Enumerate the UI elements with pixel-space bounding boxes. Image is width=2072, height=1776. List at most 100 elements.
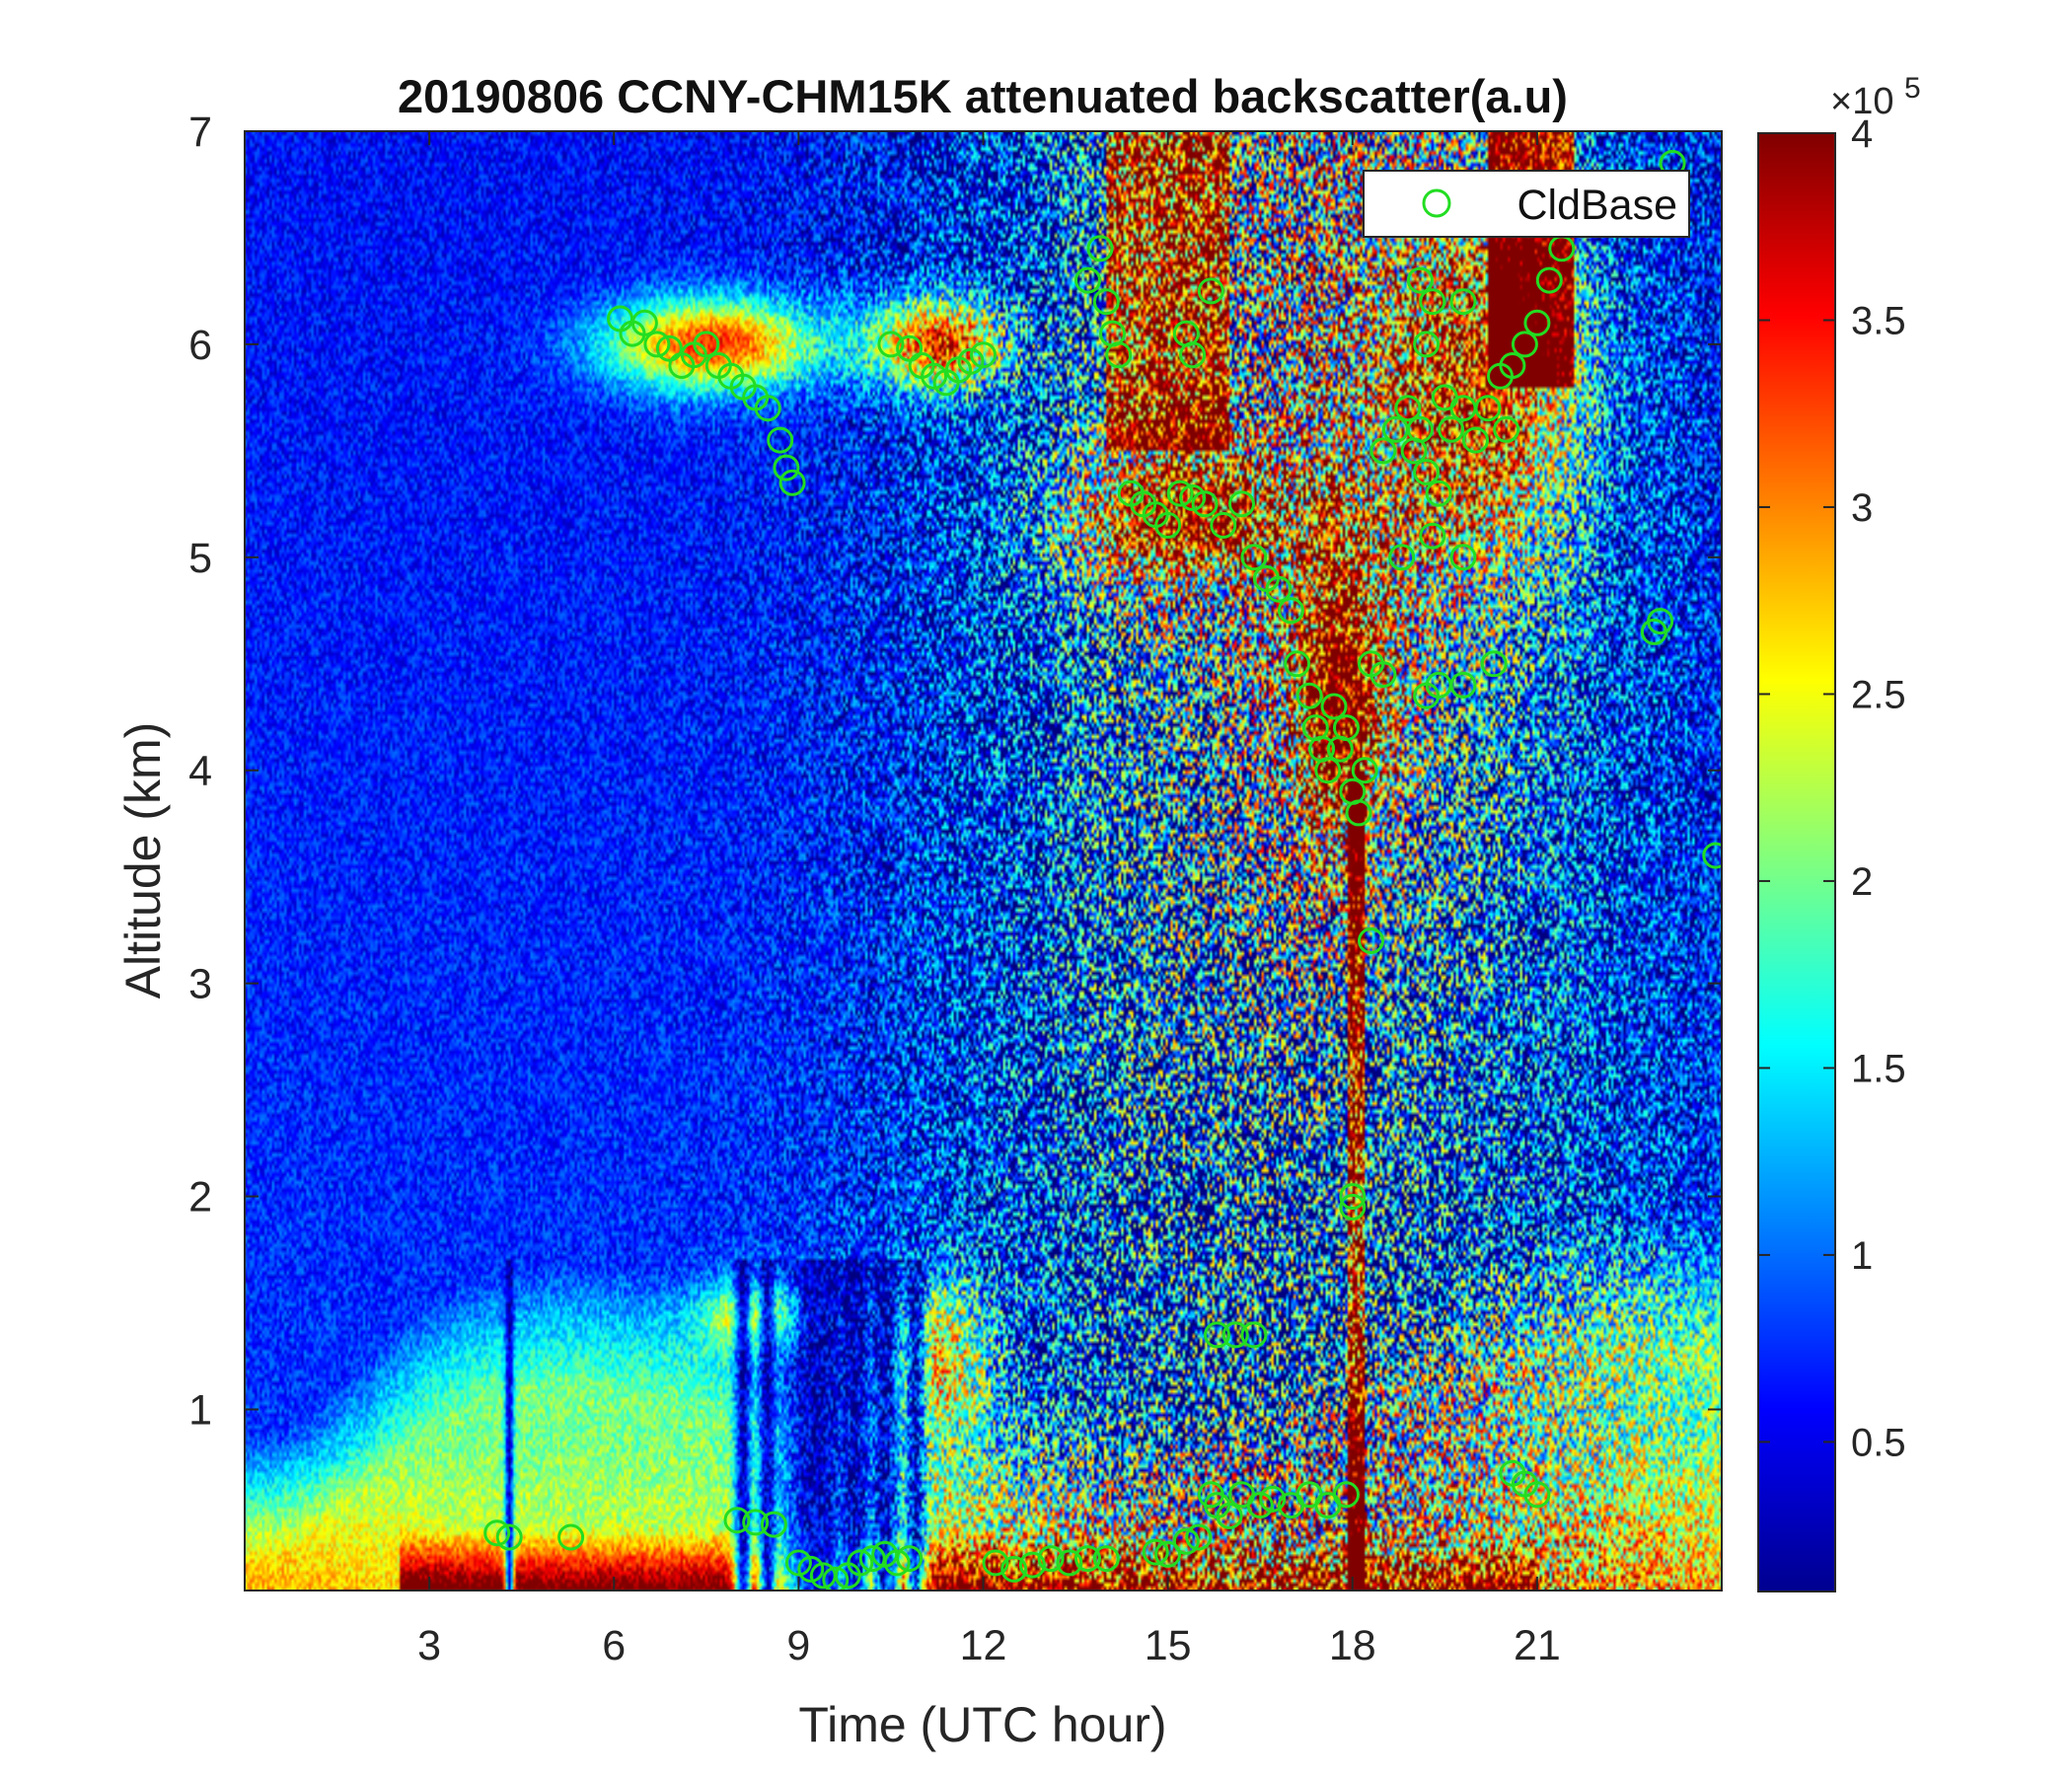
cldbase-point-7 (655, 334, 683, 362)
cldbase-point-16 (767, 426, 794, 454)
x-tick-label-12: 12 (960, 1622, 1007, 1669)
y-tick-label-6: 6 (188, 322, 212, 369)
cldbase-point-64 (1240, 544, 1268, 571)
backscatter-heatmap (245, 131, 1722, 1591)
cldbase-point-133 (1204, 1321, 1230, 1349)
cldbase-point-120 (1154, 1540, 1182, 1568)
cldbase-point-105 (1535, 266, 1563, 294)
cldbase-point-6 (643, 331, 671, 358)
cldbase-point-66 (1265, 575, 1293, 603)
cldbase-point-17 (773, 454, 800, 481)
cldbase-point-121 (1172, 1527, 1200, 1555)
colorbar-ticks: 0.5 1 1.5 2 2.5 3 3.5 4 (1758, 112, 1906, 1464)
cldbase-point-31 (896, 1545, 924, 1573)
x-axis: 3 6 9 12 15 18 21 (417, 131, 1561, 1669)
y-axis: 1 2 3 4 5 6 7 (188, 109, 1722, 1434)
cldbase-point-122 (1185, 1523, 1213, 1551)
x-axis-label: Time (UTC hour) (798, 1697, 1166, 1752)
cldbase-point-53 (1179, 341, 1207, 369)
cldbase-point-2 (557, 1523, 585, 1551)
cldbase-point-48 (1086, 235, 1114, 262)
colorbar-tick-label-3.5: 3.5 (1851, 299, 1906, 342)
cldbase-point-49 (1092, 288, 1120, 316)
cldbase-point-88 (1369, 437, 1397, 465)
colorbar-gradient (1757, 132, 1836, 1592)
cldbase-point-33 (896, 334, 924, 362)
colorbar-tick-label-1: 1 (1851, 1234, 1873, 1278)
colorbar-tick-label-4: 4 (1851, 112, 1873, 156)
cldbase-point-116 (1647, 608, 1674, 635)
x-tick-label-21: 21 (1514, 1622, 1561, 1669)
cldbase-point-32 (877, 331, 905, 358)
colorbar-tick-label-1.5: 1.5 (1851, 1047, 1906, 1090)
cldbase-point-113 (1388, 544, 1416, 571)
cldbase-point-38 (957, 347, 985, 375)
cldbase-point-108 (1413, 331, 1441, 358)
y-tick-label-4: 4 (188, 748, 212, 795)
chart-title: 20190806 CCNY-CHM15K attenuated backscat… (398, 70, 1568, 122)
cldbase-point-46 (1092, 1545, 1120, 1573)
cldbase-point-92 (1406, 415, 1434, 443)
cldbase-point-44 (1056, 1549, 1083, 1577)
cldbase-point-62 (1210, 511, 1237, 539)
colorbar-exponent-power: 5 (1904, 72, 1921, 105)
legend-marker-cldbase (1422, 188, 1451, 218)
cldbase-point-127 (1246, 1492, 1274, 1519)
cldbase-point-102 (1499, 352, 1526, 379)
colorbar-exponent: ×10 5 (1830, 72, 1921, 122)
colorbar-tick-label-0.5: 0.5 (1851, 1421, 1906, 1464)
cldbase-point-41 (1000, 1555, 1028, 1583)
colorbar-tick-label-2: 2 (1851, 860, 1873, 904)
cldbase-point-22 (784, 1549, 812, 1577)
cldbase-point-109 (1419, 288, 1446, 316)
cldbase-point-132 (1333, 1481, 1360, 1509)
cldbase-point-21 (760, 1511, 787, 1538)
cldbase-point-0 (483, 1519, 511, 1547)
cldbase-point-138 (1523, 1481, 1551, 1509)
cldbase-point-95 (1425, 480, 1452, 507)
cldbase-point-87 (1480, 650, 1508, 678)
cldbase-point-28 (858, 1545, 886, 1573)
x-tick-label-9: 9 (786, 1622, 810, 1669)
legend-label-cldbase: CldBase (1517, 182, 1677, 229)
colorbar-tick-label-2.5: 2.5 (1851, 673, 1906, 716)
cldbase-point-100 (1474, 395, 1502, 422)
x-tick-label-15: 15 (1145, 1622, 1192, 1669)
y-tick-label-2: 2 (188, 1174, 212, 1221)
legend-box (1363, 170, 1690, 238)
plot-area (244, 130, 1723, 1591)
colorbar-tick-label-3: 3 (1851, 486, 1873, 530)
colorbar-exponent-base: ×10 (1830, 81, 1893, 122)
cldbase-point-47 (1074, 266, 1101, 294)
cldbase-point-118 (1702, 842, 1722, 869)
colorbar: 0.5 1 1.5 2 2.5 3 3.5 4 ×10 5 (1757, 72, 1921, 1592)
cldbase-point-15 (754, 395, 781, 422)
cldbase-point-5 (630, 309, 658, 336)
cloud-base-markers (483, 149, 1722, 1591)
cldbase-point-19 (723, 1507, 751, 1534)
cldbase-point-58 (1154, 511, 1182, 539)
cldbase-point-104 (1523, 309, 1551, 336)
legend: CldBase (1363, 170, 1690, 238)
cldbase-point-97 (1438, 415, 1465, 443)
cldbase-point-81 (1358, 927, 1384, 954)
cldbase-point-77 (1345, 799, 1372, 827)
cldbase-point-43 (1037, 1545, 1065, 1573)
cldbase-point-134 (1221, 1321, 1249, 1349)
cldbase-point-86 (1449, 671, 1477, 699)
cldbase-point-39 (970, 341, 997, 369)
cldbase-point-119 (1142, 1538, 1169, 1566)
cldbase-point-128 (1259, 1485, 1287, 1513)
cldbase-point-35 (921, 362, 948, 390)
cldbase-point-30 (883, 1549, 911, 1577)
x-tick-label-18: 18 (1329, 1622, 1376, 1669)
cldbase-point-20 (742, 1509, 770, 1536)
cldbase-point-114 (1449, 544, 1477, 571)
cldbase-point-23 (797, 1555, 825, 1583)
cldbase-point-83 (1339, 1193, 1367, 1221)
cldbase-point-78 (1351, 757, 1378, 784)
cldbase-point-103 (1511, 331, 1538, 358)
cldbase-point-42 (1018, 1551, 1046, 1579)
cldbase-point-1 (495, 1523, 523, 1551)
